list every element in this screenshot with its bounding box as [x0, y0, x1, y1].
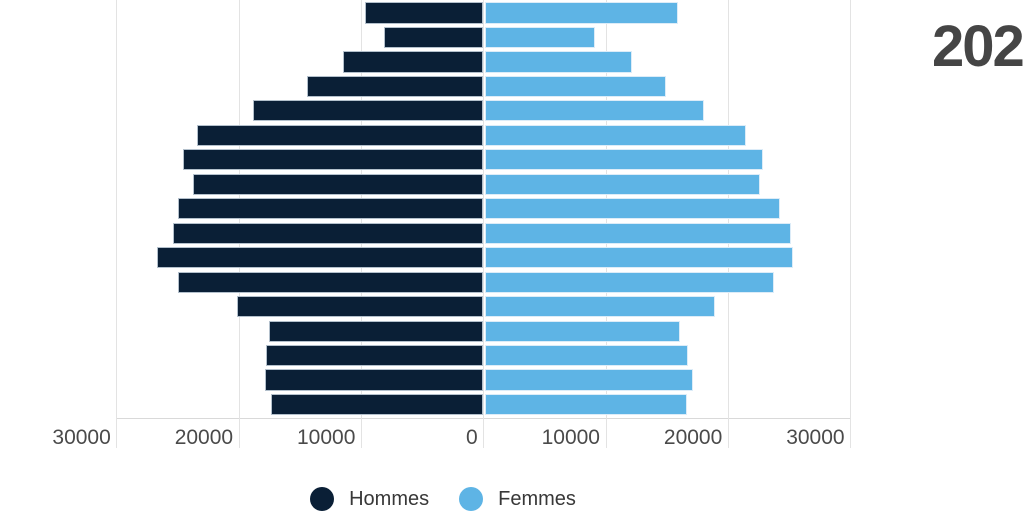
bar-femmes-row-15[interactable]	[485, 344, 689, 367]
bar-femmes-row-11[interactable]	[485, 247, 794, 269]
bar-hommes-row-9[interactable]	[178, 198, 483, 220]
bar-femmes-row-14[interactable]	[485, 320, 680, 342]
bar-femmes-row-9[interactable]	[485, 198, 780, 220]
bar-hommes-row-7[interactable]	[183, 149, 483, 171]
legend-item-hommes[interactable]: Hommes	[310, 487, 429, 511]
legend-label-femmes: Femmes	[498, 487, 576, 510]
x-axis-tick-label: 0	[466, 426, 478, 449]
bar-hommes-row-14[interactable]	[268, 320, 483, 342]
bar-hommes-row-5[interactable]	[252, 100, 483, 122]
x-axis-tick-label: 30000	[786, 426, 845, 449]
bar-hommes-row-16[interactable]	[265, 369, 483, 391]
bar-femmes-row-17[interactable]	[485, 393, 687, 416]
bar-hommes-row-2[interactable]	[383, 26, 483, 49]
x-gridline-30000-left	[116, 0, 118, 448]
bar-femmes-row-1[interactable]	[485, 2, 679, 24]
bar-hommes-row-1[interactable]	[365, 2, 483, 24]
bar-femmes-row-10[interactable]	[485, 222, 791, 244]
bar-hommes-row-13[interactable]	[236, 296, 483, 318]
bar-femmes-row-13[interactable]	[485, 296, 716, 318]
x-axis-tick-label: 10000	[541, 426, 600, 449]
chart-legend: Hommes Femmes	[0, 486, 886, 512]
bar-hommes-row-4[interactable]	[306, 75, 483, 97]
x-axis-tick-label: 20000	[663, 426, 723, 449]
legend-label-hommes: Hommes	[349, 487, 430, 510]
bar-femmes-row-4[interactable]	[485, 75, 667, 97]
bar-femmes-row-12[interactable]	[485, 271, 774, 293]
x-gridline-30000-right	[850, 0, 852, 448]
bar-hommes-row-17[interactable]	[271, 393, 483, 416]
bar-femmes-row-5[interactable]	[485, 100, 704, 122]
legend-item-femmes[interactable]: Femmes	[459, 487, 576, 511]
bar-hommes-row-8[interactable]	[192, 173, 483, 195]
bar-femmes-row-8[interactable]	[485, 173, 761, 195]
bar-hommes-row-15[interactable]	[266, 344, 483, 367]
x-axis-tick-label: 30000	[52, 426, 111, 449]
bar-femmes-row-3[interactable]	[485, 51, 632, 73]
bar-femmes-row-16[interactable]	[485, 369, 693, 391]
x-gridline-0	[483, 0, 485, 448]
bar-hommes-row-6[interactable]	[196, 124, 483, 146]
bar-hommes-row-11[interactable]	[157, 247, 483, 269]
x-axis-tick-label: 20000	[174, 426, 234, 449]
bar-femmes-row-7[interactable]	[485, 149, 763, 171]
hommes-color-dot-icon	[310, 487, 335, 511]
femmes-color-dot-icon	[459, 487, 484, 511]
bar-femmes-row-6[interactable]	[485, 124, 746, 146]
bar-femmes-row-2[interactable]	[485, 26, 596, 49]
bar-hommes-row-12[interactable]	[178, 271, 483, 293]
bar-hommes-row-3[interactable]	[343, 51, 483, 73]
bar-hommes-row-10[interactable]	[173, 222, 483, 244]
x-axis-tick-label: 10000	[296, 426, 356, 449]
year-label: 202	[932, 14, 1024, 79]
